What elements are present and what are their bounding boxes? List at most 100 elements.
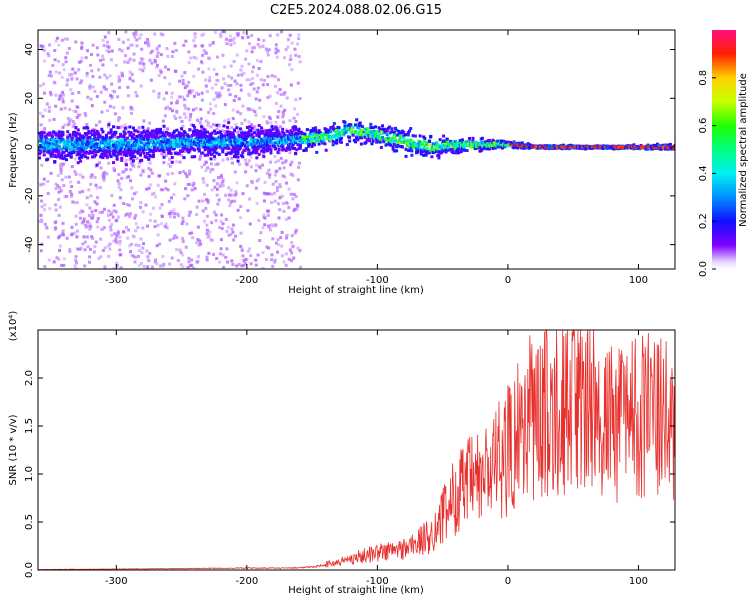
spectrogram-cell bbox=[371, 139, 375, 143]
spectrogram-noise-cell bbox=[157, 92, 161, 96]
spectrogram-noise-cell bbox=[245, 184, 249, 188]
spectrogram-cell bbox=[312, 143, 316, 147]
spectrogram-noise-cell bbox=[232, 36, 236, 40]
spectrogram-noise-cell bbox=[293, 231, 297, 235]
spectrogram-noise-cell bbox=[280, 244, 284, 248]
spectrogram-noise-cell bbox=[166, 67, 170, 71]
spectrogram-noise-cell bbox=[169, 210, 173, 214]
spectrogram-noise-cell bbox=[178, 171, 182, 175]
spectrogram-noise-cell bbox=[134, 30, 138, 34]
spectrogram-noise-cell bbox=[142, 66, 146, 70]
spectrogram-noise-cell bbox=[129, 168, 133, 172]
spectrogram-noise-cell bbox=[268, 143, 272, 147]
spectrogram-cell bbox=[358, 121, 362, 125]
spectrogram-noise-cell bbox=[198, 154, 202, 158]
spectrogram-cell bbox=[140, 158, 144, 162]
spectrogram-cell bbox=[116, 126, 120, 130]
spectrogram-noise-cell bbox=[290, 241, 294, 245]
spectrogram-noise-cell bbox=[226, 260, 230, 264]
spectrogram-noise-cell bbox=[188, 182, 192, 186]
spectrogram-noise-cell bbox=[118, 235, 122, 239]
spectrogram-cell bbox=[440, 143, 444, 147]
spectrogram-noise-cell bbox=[279, 236, 283, 240]
spectrogram-cell bbox=[76, 150, 80, 154]
spectrogram-noise-cell bbox=[73, 157, 77, 161]
spectrogram-noise-cell bbox=[53, 228, 57, 232]
spectrogram-noise-cell bbox=[275, 169, 279, 173]
spectrogram-noise-cell bbox=[159, 264, 163, 268]
spectrogram-noise-cell bbox=[214, 213, 218, 217]
spectrogram-noise-cell bbox=[132, 192, 136, 196]
spectrogram-noise-cell bbox=[206, 235, 210, 239]
spectrogram-noise-cell bbox=[162, 161, 166, 165]
spectrogram-noise-cell bbox=[116, 230, 120, 234]
spectrogram-cell bbox=[107, 145, 111, 149]
spectrogram-cell bbox=[137, 148, 141, 152]
spectrogram-cell bbox=[215, 145, 219, 149]
spectrogram-cell bbox=[119, 134, 123, 138]
spectrogram-noise-cell bbox=[95, 220, 99, 224]
spectrogram-cell bbox=[107, 131, 111, 135]
spectrogram-noise-cell bbox=[54, 70, 58, 74]
spectrogram-noise-cell bbox=[108, 247, 112, 251]
spectrogram-noise-cell bbox=[107, 213, 111, 217]
spectrogram-cell bbox=[134, 129, 138, 133]
spectrogram-cell bbox=[316, 133, 320, 137]
spectrogram-noise-cell bbox=[262, 191, 266, 195]
spectrogram-noise-cell bbox=[259, 78, 263, 82]
spectrogram-noise-cell bbox=[290, 68, 294, 72]
spectrogram-cell bbox=[150, 131, 154, 135]
spectrogram-noise-cell bbox=[69, 194, 73, 198]
spectrogram-cell bbox=[265, 142, 269, 146]
spectrogram-cell bbox=[448, 145, 452, 149]
spectrogram-cell bbox=[416, 149, 420, 153]
spectrogram-noise-cell bbox=[59, 166, 63, 170]
spectrogram-noise-cell bbox=[222, 77, 226, 81]
spectrogram-cell bbox=[40, 147, 44, 151]
spectrogram-noise-cell bbox=[267, 115, 271, 119]
spectrogram-noise-cell bbox=[168, 238, 172, 242]
spectrogram-cell bbox=[205, 140, 209, 144]
spectrogram-noise-cell bbox=[268, 224, 272, 228]
spectrogram-cell bbox=[439, 147, 443, 151]
spectrogram-noise-cell bbox=[158, 206, 162, 210]
spectrogram-noise-cell bbox=[252, 46, 256, 50]
y-tick-label: 0 bbox=[24, 144, 35, 150]
spectrogram-noise-cell bbox=[156, 51, 160, 55]
spectrogram-cell bbox=[107, 138, 111, 142]
spectrogram-cell bbox=[236, 150, 240, 154]
spectrogram-cell bbox=[261, 130, 265, 134]
spectrogram-noise-cell bbox=[223, 103, 227, 107]
spectrogram-noise-cell bbox=[161, 33, 165, 37]
spectrogram-noise-cell bbox=[96, 196, 100, 200]
spectrogram-noise-cell bbox=[174, 212, 178, 216]
spectrogram-cell bbox=[231, 141, 235, 145]
spectrogram-noise-cell bbox=[105, 49, 109, 53]
spectrogram-noise-cell bbox=[65, 83, 69, 87]
spectrogram-noise-cell bbox=[183, 86, 187, 90]
spectrogram-cell bbox=[339, 140, 343, 144]
spectrogram-cell bbox=[122, 153, 126, 157]
spectrogram-cell bbox=[403, 133, 407, 137]
spectrogram-noise-cell bbox=[103, 246, 107, 250]
spectrogram-noise-cell bbox=[212, 210, 216, 214]
spectrogram-cell bbox=[94, 138, 98, 142]
spectrogram-cell bbox=[195, 132, 199, 136]
spectrogram-noise-cell bbox=[202, 162, 206, 166]
spectrogram-noise-cell bbox=[292, 116, 296, 120]
spectrogram-noise-cell bbox=[139, 173, 143, 177]
spectrogram-cell bbox=[187, 134, 191, 138]
spectrogram-noise-cell bbox=[46, 179, 50, 183]
spectrogram-noise-cell bbox=[276, 91, 280, 95]
spectrogram-noise-cell bbox=[52, 80, 56, 84]
spectrogram-noise-cell bbox=[191, 236, 195, 240]
spectrogram-noise-cell bbox=[69, 180, 73, 184]
spectrogram-noise-cell bbox=[247, 108, 251, 112]
spectrogram-cell bbox=[188, 148, 192, 152]
spectrogram-noise-cell bbox=[287, 187, 291, 191]
spectrogram-noise-cell bbox=[42, 91, 46, 95]
spectrogram-noise-cell bbox=[57, 257, 61, 261]
spectrogram-noise-cell bbox=[251, 108, 255, 112]
spectrogram-noise-cell bbox=[76, 105, 80, 109]
